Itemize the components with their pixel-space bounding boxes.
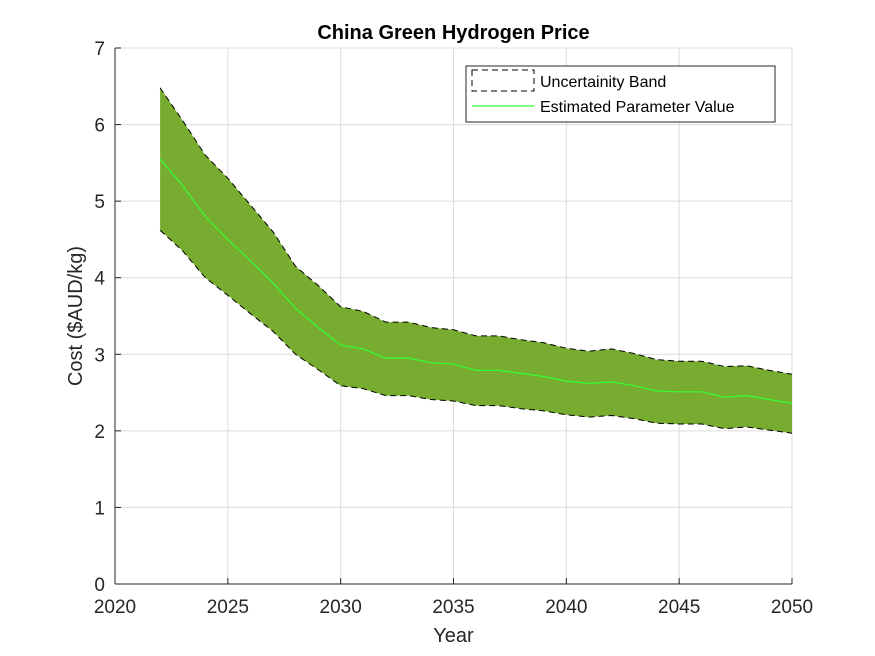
x-tick-label: 2025 <box>207 597 249 618</box>
y-tick-label: 5 <box>94 192 105 213</box>
chart-title: China Green Hydrogen Price <box>317 22 589 44</box>
x-tick-label: 2030 <box>320 597 362 618</box>
legend-swatch-band <box>471 69 535 92</box>
tick-labels: 2020 2025 2030 2035 2040 2045 2050 0 1 2 3 4 5 6 7 <box>94 39 813 618</box>
y-tick-label: 4 <box>94 269 105 290</box>
y-tick-label: 7 <box>94 39 105 60</box>
uncertainty-band-area <box>160 87 793 434</box>
legend-label-band: Uncertainity Band <box>540 74 666 91</box>
y-tick-label: 1 <box>94 498 105 519</box>
uncertainty-band-upper-edge <box>159 87 793 375</box>
x-tick-label: 2045 <box>658 597 700 618</box>
x-axis-label: Year <box>433 625 474 647</box>
x-tick-label: 2035 <box>432 597 474 618</box>
y-tick-label: 3 <box>94 345 105 366</box>
estimated-parameter-line <box>159 158 793 404</box>
uncertainty-band-lower-edge <box>159 229 793 434</box>
x-tick-label: 2050 <box>771 597 813 618</box>
x-tick-label: 2020 <box>94 597 136 618</box>
legend: Uncertainity Band Estimated Parameter Va… <box>465 65 776 123</box>
legend-label-line: Estimated Parameter Value <box>540 99 735 116</box>
y-tick-label: 6 <box>94 116 105 137</box>
x-tick-label: 2040 <box>545 597 587 618</box>
y-tick-label: 0 <box>94 575 105 596</box>
y-axis-label: Cost ($AUD/kg) <box>65 246 87 386</box>
series-layer <box>159 87 793 434</box>
y-tick-label: 2 <box>94 422 105 443</box>
